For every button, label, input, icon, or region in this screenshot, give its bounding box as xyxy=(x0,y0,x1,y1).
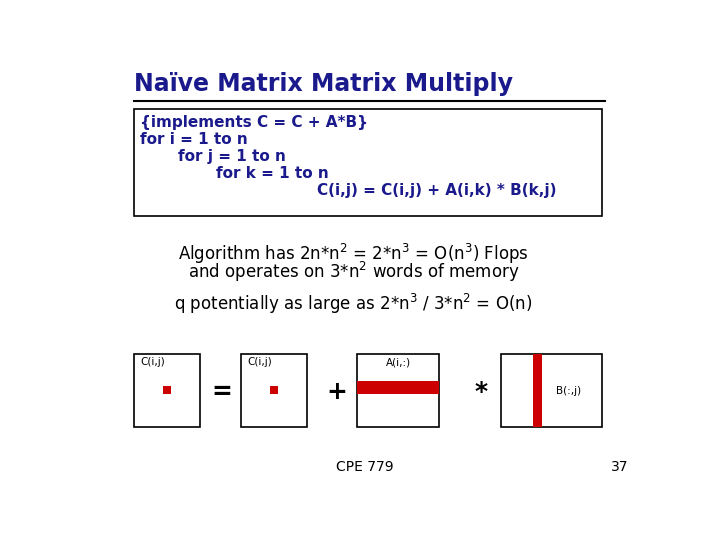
Text: Algorithm has 2n*n$^{2}$ = 2*n$^{3}$ = O(n$^{3}$) Flops: Algorithm has 2n*n$^{2}$ = 2*n$^{3}$ = O… xyxy=(178,242,528,266)
Text: {implements C = C + A*B}: {implements C = C + A*B} xyxy=(140,115,369,130)
Bar xyxy=(533,354,542,427)
Text: CPE 779: CPE 779 xyxy=(336,460,394,474)
Text: 37: 37 xyxy=(611,460,629,474)
Bar xyxy=(241,354,307,427)
Text: q potentially as large as 2*n$^{3}$ / 3*n$^{2}$ = O(n): q potentially as large as 2*n$^{3}$ / 3*… xyxy=(174,292,533,316)
Text: A(i,:): A(i,:) xyxy=(385,357,410,367)
Text: =: = xyxy=(211,381,232,404)
Bar xyxy=(134,354,200,427)
Text: C(i,j): C(i,j) xyxy=(140,357,165,367)
Text: C(i,j): C(i,j) xyxy=(248,357,272,367)
Bar xyxy=(357,381,438,394)
Bar xyxy=(134,109,602,217)
Bar xyxy=(500,354,601,427)
Text: for i = 1 to n: for i = 1 to n xyxy=(140,132,248,147)
Text: and operates on 3*n$^{2}$ words of memory: and operates on 3*n$^{2}$ words of memor… xyxy=(188,260,519,284)
Text: *: * xyxy=(474,381,487,404)
Text: for k = 1 to n: for k = 1 to n xyxy=(174,166,329,181)
Bar xyxy=(357,354,438,427)
Text: B(:,j): B(:,j) xyxy=(556,386,581,396)
Text: +: + xyxy=(326,381,347,404)
Bar xyxy=(163,387,171,394)
Bar xyxy=(270,387,278,394)
Text: for j = 1 to n: for j = 1 to n xyxy=(158,148,287,164)
Text: Naïve Matrix Matrix Multiply: Naïve Matrix Matrix Multiply xyxy=(134,72,513,97)
Text: C(i,j) = C(i,j) + A(i,k) * B(k,j): C(i,j) = C(i,j) + A(i,k) * B(k,j) xyxy=(233,183,557,198)
